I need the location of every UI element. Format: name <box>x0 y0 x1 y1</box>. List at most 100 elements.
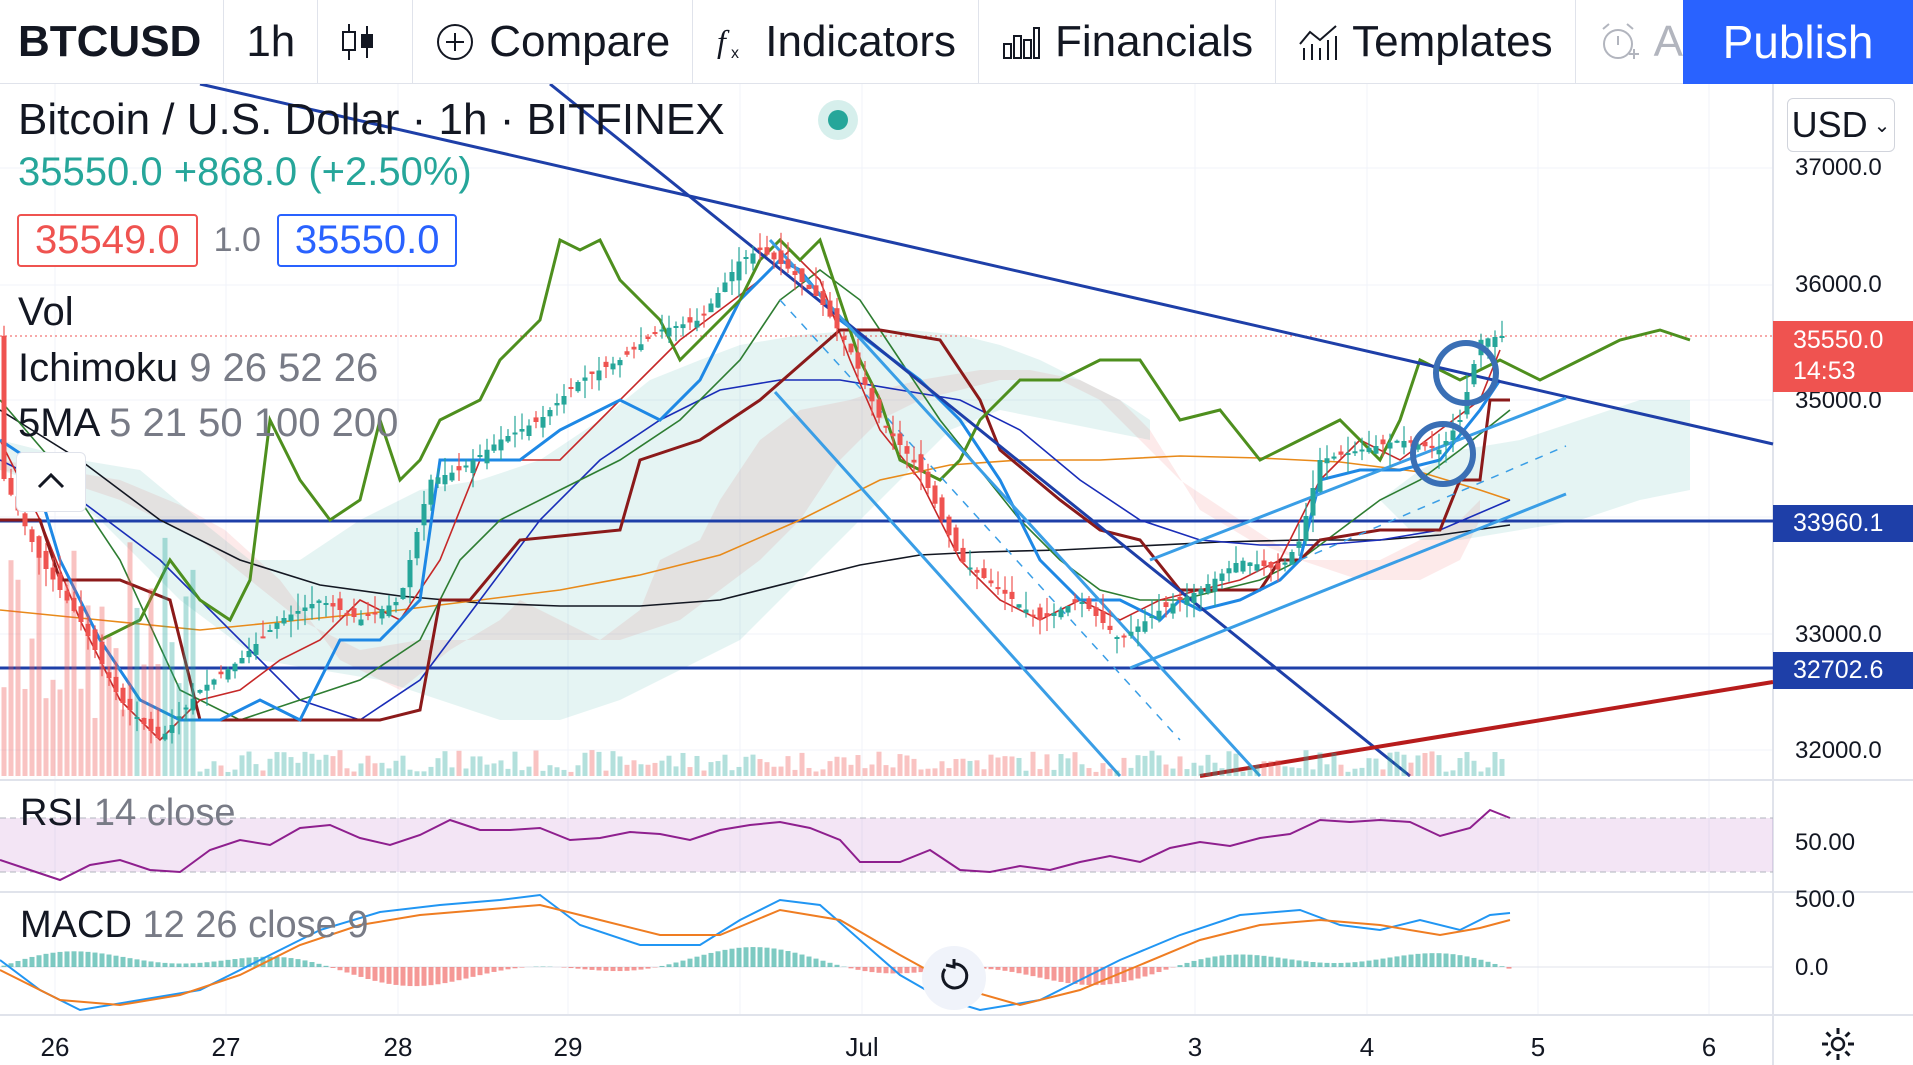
rsi-legend[interactable]: RSI 14 close <box>20 792 235 835</box>
candle-body <box>477 455 483 457</box>
candle-body <box>680 324 686 329</box>
ma-21-line <box>0 269 1511 721</box>
volume-bar <box>750 754 756 776</box>
volume-bar <box>1205 754 1211 776</box>
ma-200-line <box>0 409 1511 607</box>
volume-bar <box>1037 769 1043 776</box>
macd-histogram-bar <box>666 964 672 967</box>
volume-bar <box>904 755 910 776</box>
interval-button[interactable]: 1h <box>224 0 319 84</box>
candle-body <box>946 516 952 536</box>
symbol-search-button[interactable]: BTCUSD <box>0 0 225 84</box>
macd-histogram-bar <box>1394 956 1400 967</box>
volume-bar <box>253 764 259 776</box>
candle-body <box>134 717 140 719</box>
chart-style-button[interactable] <box>318 0 414 84</box>
candle-body <box>379 609 385 619</box>
macd-histogram-bar <box>1121 967 1127 982</box>
replay-button[interactable] <box>922 946 986 1010</box>
candle-body <box>1275 563 1281 570</box>
compare-button[interactable]: Compare <box>413 0 694 84</box>
candle-body <box>967 567 973 570</box>
signal-line <box>0 903 1511 1007</box>
volume-bar <box>449 767 455 776</box>
macd-histogram-bar <box>50 952 56 967</box>
macd-histogram-bar <box>57 951 63 967</box>
candle-body <box>1429 445 1435 448</box>
candle-body <box>736 261 742 281</box>
volume-bar <box>15 579 21 776</box>
macd-histogram-bar <box>337 967 343 971</box>
volume-bar <box>372 763 378 776</box>
volume-bar <box>610 751 616 776</box>
volume-bar <box>421 771 427 776</box>
candle-body <box>1030 614 1036 617</box>
macd-histogram-bar <box>1408 954 1414 967</box>
buy-button[interactable]: 35550.0 <box>276 214 458 267</box>
macd-histogram-bar <box>456 967 462 981</box>
candle-body <box>78 606 84 622</box>
volume-bar <box>281 752 287 776</box>
publish-button[interactable]: Publish <box>1683 0 1913 84</box>
macd-histogram-bar <box>1366 960 1372 967</box>
macd-histogram-bar <box>575 967 581 969</box>
candles-icon <box>340 22 376 62</box>
macd-histogram-bar <box>1275 957 1281 967</box>
volume-bar <box>463 768 469 776</box>
volume-bar <box>1394 751 1400 776</box>
macd-histogram-bar <box>806 956 812 967</box>
volume-bar <box>1464 752 1470 776</box>
chart-canvas[interactable] <box>0 84 1913 1065</box>
candle-body <box>988 580 994 584</box>
trend-line-steep <box>549 84 1411 778</box>
candle-body <box>1016 604 1022 608</box>
candle-body <box>589 371 595 374</box>
candle-body <box>85 623 91 636</box>
volume-bar <box>113 648 119 776</box>
candle-body <box>414 532 420 559</box>
volume-bar <box>757 759 763 776</box>
volume-bar <box>1030 751 1036 776</box>
candle-body <box>1233 563 1239 573</box>
volume-bar <box>820 769 826 776</box>
chart-settings-button[interactable] <box>1820 1026 1856 1065</box>
legend-vol[interactable]: Vol <box>18 290 74 335</box>
candle-body <box>344 612 350 615</box>
candle-body <box>155 726 161 738</box>
legend-ichimoku[interactable]: Ichimoku 9 26 52 26 <box>18 346 378 391</box>
volume-bar <box>267 758 273 776</box>
macd-legend[interactable]: MACD 12 26 close 9 <box>20 904 369 947</box>
alert-button[interactable]: A <box>1576 0 1705 84</box>
currency-select[interactable]: USD ⌄ <box>1787 98 1895 152</box>
candle-body <box>456 466 462 471</box>
financials-button[interactable]: Financials <box>979 0 1277 84</box>
volume-bar <box>190 569 196 776</box>
macd-histogram-bar <box>589 967 595 970</box>
macd-histogram-bar <box>1156 967 1162 973</box>
macd-histogram-bar <box>1485 961 1491 967</box>
candle-body <box>1205 584 1211 593</box>
macd-histogram-bar <box>99 953 105 967</box>
macd-histogram-bar <box>904 967 910 974</box>
macd-histogram-bar <box>750 947 756 967</box>
market-status-indicator[interactable] <box>818 100 858 140</box>
macd-histogram-bar <box>1072 967 1078 985</box>
volume-bar <box>78 688 84 776</box>
candle-body <box>1093 607 1099 616</box>
macd-histogram-bar <box>610 967 616 972</box>
svg-text:x: x <box>731 45 739 62</box>
volume-bar <box>1268 761 1274 776</box>
legend-ma[interactable]: 5MA 5 21 50 100 200 <box>18 401 398 446</box>
volume-bar <box>1492 752 1498 776</box>
volume-bar <box>687 767 693 776</box>
collapse-legend-button[interactable] <box>16 452 86 512</box>
candle-body <box>1268 562 1274 568</box>
sell-button[interactable]: 35549.0 <box>17 214 198 267</box>
volume-bar <box>1289 767 1295 776</box>
macd-histogram-bar <box>1387 957 1393 967</box>
templates-button[interactable]: Templates <box>1276 0 1576 84</box>
volume-bar <box>533 750 539 776</box>
macd-tick-0: 0.0 <box>1795 954 1829 981</box>
volume-bar <box>393 760 399 776</box>
